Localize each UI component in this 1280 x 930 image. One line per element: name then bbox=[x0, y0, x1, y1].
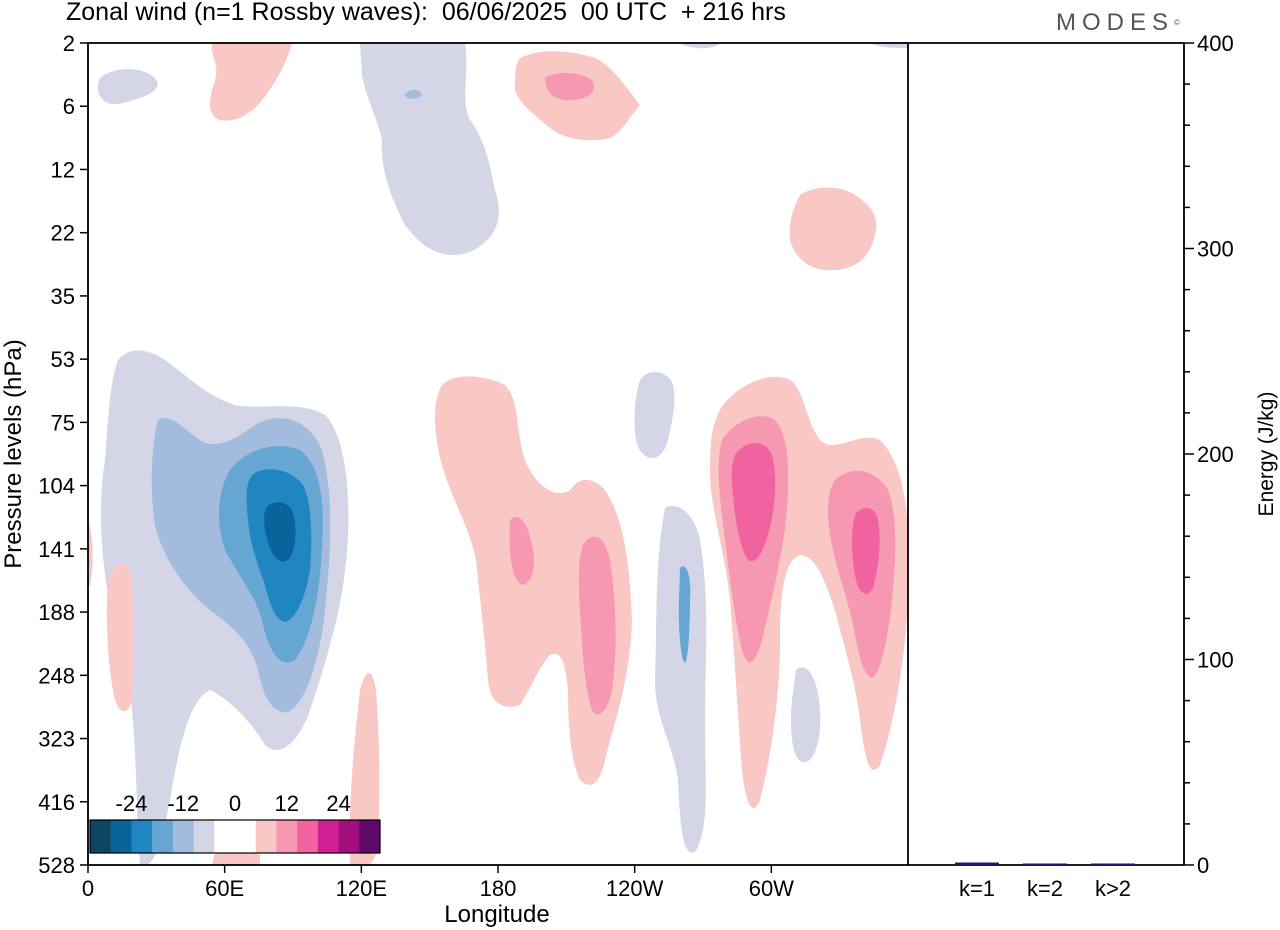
x-tick-label: 120W bbox=[606, 876, 664, 901]
contour-pos-4 bbox=[434, 376, 632, 785]
page-title: Zonal wind (n=1 Rossby waves): 06/06/202… bbox=[66, 0, 786, 26]
colorbar-swatch bbox=[276, 820, 298, 853]
contour-pos-11 bbox=[509, 516, 535, 585]
y-tick-label: 416 bbox=[38, 790, 75, 815]
colorbar-label: 12 bbox=[275, 791, 299, 816]
x-tick-label: 60E bbox=[205, 876, 244, 901]
x-tick-label: 0 bbox=[82, 876, 94, 901]
y-axis-label: Pressure levels (hPa) bbox=[0, 339, 27, 568]
energy-tick-label: 0 bbox=[1197, 853, 1209, 878]
colorbar-swatch bbox=[214, 820, 236, 853]
colorbar-swatch bbox=[172, 820, 194, 853]
contour-neg-4 bbox=[634, 371, 675, 459]
colorbar-label: -24 bbox=[116, 791, 148, 816]
contour-neg-2 bbox=[360, 43, 499, 255]
y-tick-label: 104 bbox=[38, 474, 75, 499]
contour-pos-7 bbox=[349, 673, 380, 865]
y-tick-label: 22 bbox=[51, 221, 75, 246]
contour-pos-1 bbox=[210, 43, 292, 121]
contour-field bbox=[88, 43, 908, 865]
contour-neg-8 bbox=[870, 43, 908, 48]
colorbar: -24 -12 0 12 24 bbox=[89, 791, 381, 854]
energy-bar bbox=[1091, 863, 1135, 865]
colorbar-swatch bbox=[359, 820, 381, 853]
y-tick-label: 141 bbox=[38, 537, 75, 562]
colorbar-swatch bbox=[317, 820, 339, 853]
contour-neg-6 bbox=[791, 667, 821, 763]
energy-tick-label: 200 bbox=[1197, 442, 1234, 467]
brand-name: MODES bbox=[1056, 9, 1175, 36]
contour-pos-8 bbox=[88, 520, 93, 588]
brand-mark: © bbox=[1174, 18, 1180, 27]
y-tick-label: 188 bbox=[38, 600, 75, 625]
energy-tick-label: 100 bbox=[1197, 648, 1234, 673]
colorbar-swatch bbox=[297, 820, 319, 853]
colorbar-swatch bbox=[131, 820, 153, 853]
x-tick-label: 120E bbox=[336, 876, 387, 901]
colorbar-label: 0 bbox=[229, 791, 241, 816]
energy-bar bbox=[1023, 863, 1067, 865]
brand-logo: MODES© bbox=[1056, 8, 1180, 38]
y-tick-label: 53 bbox=[51, 347, 75, 372]
contour-neg-1 bbox=[97, 68, 158, 105]
colorbar-frame bbox=[89, 819, 381, 854]
contour-neg-10 bbox=[404, 89, 422, 99]
contour-neg-12 bbox=[678, 566, 691, 663]
y-tick-label: 248 bbox=[38, 663, 75, 688]
energy-category-label: k=2 bbox=[1027, 876, 1063, 901]
colorbar-label: 24 bbox=[326, 791, 350, 816]
y-tick-label: 528 bbox=[38, 853, 75, 878]
contour-neg-7 bbox=[680, 43, 720, 49]
x-axis-label: Longitude bbox=[444, 901, 549, 928]
y-tick-label: 6 bbox=[63, 94, 75, 119]
y-tick-label: 75 bbox=[51, 410, 75, 435]
contour-pos-16 bbox=[852, 508, 880, 594]
energy-tick-label: 400 bbox=[1197, 31, 1234, 56]
contour-pos-12 bbox=[578, 536, 616, 715]
y-tick-label: 2 bbox=[63, 31, 75, 56]
energy-axis-label: Energy (J/kg) bbox=[1255, 392, 1278, 517]
energy-bar bbox=[955, 862, 999, 865]
y-axis: 2 6 12 22 35 53 75 104 141 188 248 323 416 528 bbox=[38, 31, 88, 878]
colorbar-swatch bbox=[255, 820, 277, 853]
energy-tick-label: 300 bbox=[1197, 237, 1234, 262]
contour-neg-5 bbox=[655, 505, 707, 853]
x-tick-label: 60W bbox=[749, 876, 794, 901]
colorbar-swatch bbox=[152, 820, 174, 853]
x-tick-label: 180 bbox=[480, 876, 517, 901]
contour-neg-14 bbox=[264, 502, 296, 562]
colorbar-swatch bbox=[90, 820, 112, 853]
contour-pos-6 bbox=[106, 563, 134, 712]
contour-pos-10 bbox=[545, 72, 595, 101]
energy-bar-chart: 0 100 200 300 400 k=1 k=2 k>2 bbox=[955, 31, 1234, 901]
contour-pos-3 bbox=[789, 187, 877, 271]
contour-pos-15 bbox=[731, 442, 776, 562]
colorbar-swatch bbox=[193, 820, 215, 853]
y-tick-label: 323 bbox=[38, 727, 75, 752]
y-tick-label: 12 bbox=[51, 157, 75, 182]
colorbar-label: -12 bbox=[167, 791, 199, 816]
y-tick-label: 35 bbox=[51, 284, 75, 309]
energy-category-label: k=1 bbox=[959, 876, 995, 901]
x-axis: 0 60E 120E 180 120W 60W bbox=[82, 865, 794, 901]
colorbar-swatch bbox=[338, 820, 360, 853]
colorbar-swatch bbox=[110, 820, 132, 853]
colorbar-swatch bbox=[235, 820, 257, 853]
energy-category-label: k>2 bbox=[1095, 876, 1131, 901]
